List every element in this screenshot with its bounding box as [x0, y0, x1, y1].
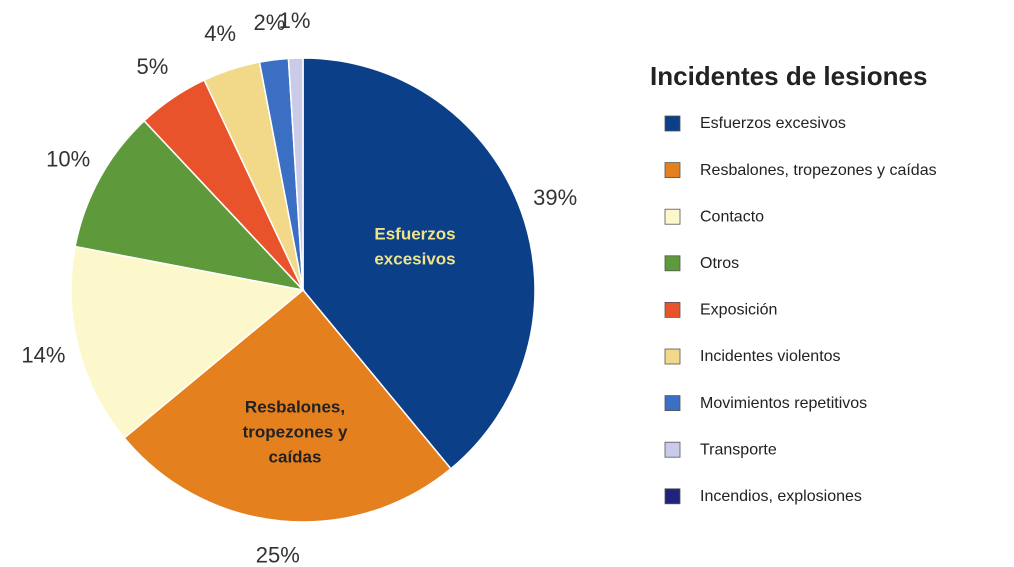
legend-label: Resbalones, tropezones y caídas — [700, 162, 937, 179]
pie-slice — [287, 57, 304, 291]
pie-slice — [302, 57, 536, 470]
legend-label: Exposición — [700, 302, 777, 319]
legend-label: Esfuerzos excesivos — [700, 115, 846, 132]
legend-swatch — [664, 488, 681, 505]
legend-swatch — [664, 162, 681, 179]
legend-label: Otros — [700, 255, 739, 272]
slice-label: 14% — [21, 342, 65, 367]
legend-label: Transporte — [700, 441, 777, 458]
slice-label: 4% — [204, 21, 236, 46]
slice-annotation: caídas — [269, 447, 322, 466]
legend-label: Incendios, explosiones — [700, 488, 862, 505]
slice-label: 5% — [136, 54, 168, 79]
slice-label: 2% — [254, 10, 286, 35]
slice-annotation: tropezones y — [243, 422, 348, 441]
slice-label: 10% — [46, 147, 90, 172]
slice-annotation: Resbalones, — [245, 397, 345, 416]
legend-swatch — [664, 441, 681, 458]
legend-swatch — [664, 301, 681, 318]
legend-title: Incidentes de lesiones — [650, 61, 927, 91]
legend-label: Contacto — [700, 208, 764, 225]
slice-label: 39% — [533, 185, 577, 210]
slice-label: 1% — [279, 8, 311, 33]
legend-swatch — [664, 115, 681, 132]
legend-label: Incidentes violentos — [700, 348, 841, 365]
pie-slice — [74, 119, 306, 292]
legend-swatch — [664, 348, 681, 365]
pie-slice — [123, 288, 452, 523]
legend-swatch — [664, 395, 681, 412]
legend-label: Movimientos repetitivos — [700, 395, 867, 412]
pie-slice — [70, 245, 305, 439]
legend-swatch — [664, 255, 681, 272]
legend-swatch — [664, 208, 681, 225]
slice-annotation: excesivos — [374, 249, 455, 268]
slice-annotation: Esfuerzos — [374, 224, 455, 243]
slice-label: 25% — [256, 543, 300, 567]
